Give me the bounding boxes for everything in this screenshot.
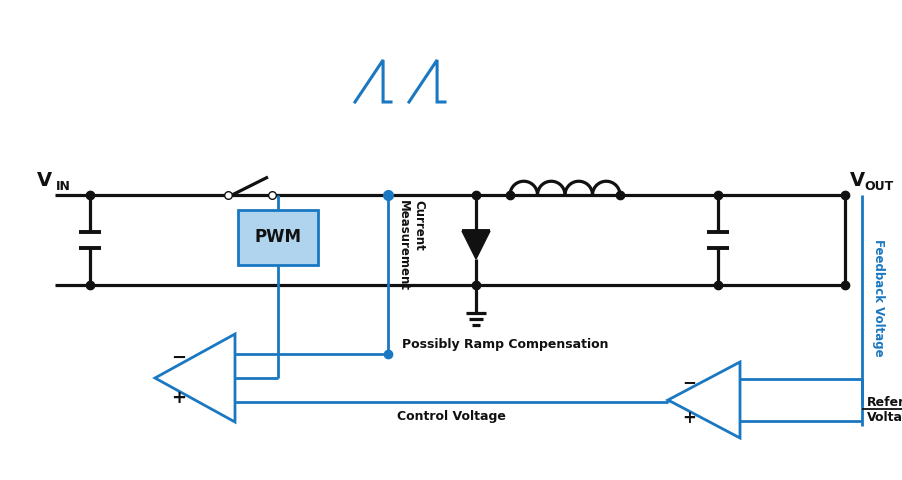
- Text: Control Voltage: Control Voltage: [397, 410, 506, 423]
- Text: PWM: PWM: [254, 228, 301, 247]
- Polygon shape: [668, 362, 740, 438]
- Text: Voltage: Voltage: [867, 411, 902, 424]
- Text: V: V: [850, 171, 865, 190]
- Text: Possibly Ramp Compensation: Possibly Ramp Compensation: [402, 338, 609, 351]
- Text: −: −: [171, 349, 186, 367]
- Polygon shape: [462, 231, 490, 259]
- FancyBboxPatch shape: [238, 210, 318, 265]
- Text: IN: IN: [56, 180, 71, 193]
- Text: Reference: Reference: [867, 396, 902, 409]
- Text: Feedback Voltage: Feedback Voltage: [872, 239, 885, 356]
- Polygon shape: [155, 334, 235, 422]
- Text: +: +: [171, 389, 186, 407]
- Text: OUT: OUT: [864, 180, 893, 193]
- Text: +: +: [682, 409, 695, 427]
- Text: V: V: [37, 171, 52, 190]
- Text: −: −: [682, 373, 695, 391]
- Text: Current
Measurement: Current Measurement: [397, 200, 425, 290]
